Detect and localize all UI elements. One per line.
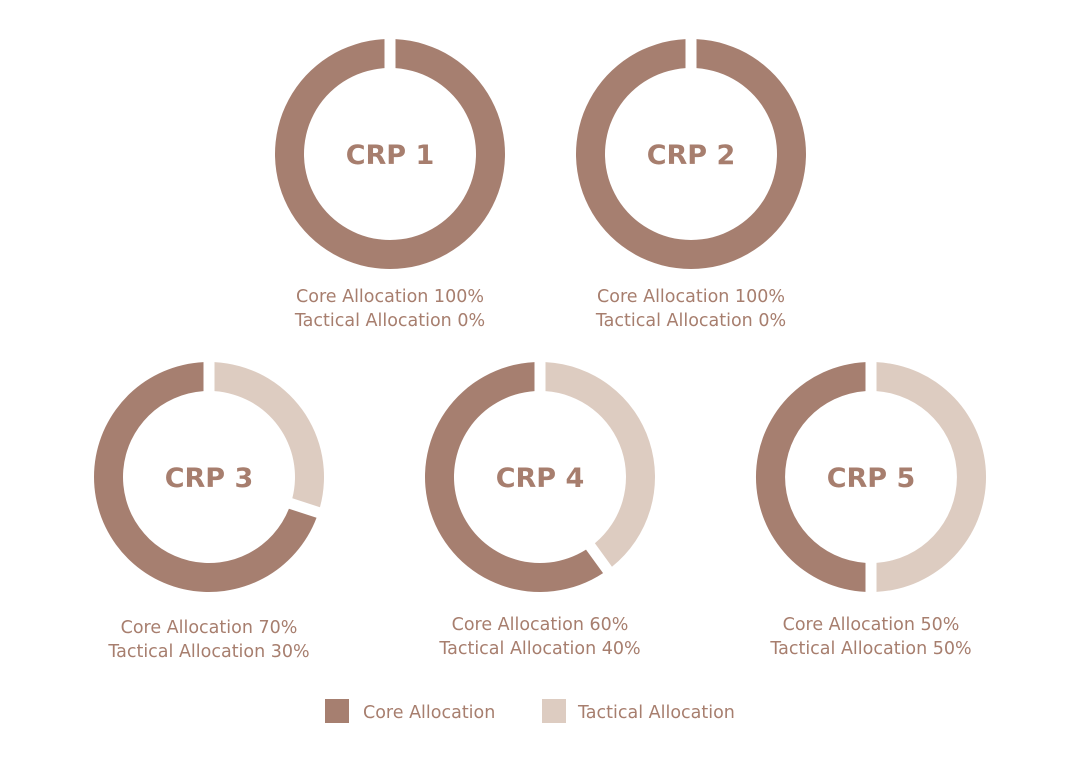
- donut-5-core-slice: [755, 362, 866, 592]
- donut-5-label: CRP 5: [827, 463, 916, 494]
- donut-2-label: CRP 2: [647, 140, 736, 171]
- donut-4-label: CRP 4: [496, 463, 585, 494]
- donut-3-caption-tactical: Tactical Allocation 30%: [107, 642, 309, 662]
- legend-label-2: Tactical Allocation: [577, 703, 735, 723]
- donut-3-caption-core: Core Allocation 70%: [121, 618, 298, 638]
- donut-4-caption-core: Core Allocation 60%: [452, 615, 629, 635]
- donut-1-caption-core: Core Allocation 100%: [296, 287, 484, 307]
- donut-2-caption-core: Core Allocation 100%: [597, 287, 785, 307]
- donut-4-core-slice: [424, 362, 604, 592]
- legend-label-1: Core Allocation: [363, 703, 495, 723]
- legend-item-2: Tactical Allocation: [542, 699, 735, 723]
- donut-2-caption-tactical: Tactical Allocation 0%: [595, 311, 786, 331]
- legend-swatch-2: [542, 699, 566, 723]
- legend: Core Allocation Tactical Allocation: [325, 699, 735, 723]
- donut-4-tactical-slice: [545, 362, 656, 567]
- donut-4: CRP 4 Core Allocation 60% Tactical Allocat…: [424, 362, 656, 659]
- donut-5-caption-tactical: Tactical Allocation 50%: [769, 639, 971, 659]
- donut-1: CRP 1 Core Allocation 100% Tactical Alloca…: [275, 39, 505, 331]
- donut-5: CRP 5 Core Allocation 50% Tactical Allocat…: [755, 362, 987, 659]
- donut-3: CRP 3 Core Allocation 70% Tactical Allocat…: [94, 362, 325, 662]
- legend-swatch-1: [325, 699, 349, 723]
- donut-3-label: CRP 3: [165, 463, 254, 494]
- donut-3-tactical-slice: [214, 362, 325, 508]
- legend-item-1: Core Allocation: [325, 699, 495, 723]
- donut-4-caption-tactical: Tactical Allocation 40%: [438, 639, 640, 659]
- donut-1-label: CRP 1: [346, 140, 435, 171]
- donut-2: CRP 2 Core Allocation 100% Tactical Alloca…: [576, 39, 806, 331]
- donut-1-caption-tactical: Tactical Allocation 0%: [294, 311, 485, 331]
- donuts-layer: CRP 1 Core Allocation 100% Tactical Alloca…: [94, 39, 987, 662]
- donut-5-caption-core: Core Allocation 50%: [783, 615, 960, 635]
- donut-5-tactical-slice: [876, 362, 987, 592]
